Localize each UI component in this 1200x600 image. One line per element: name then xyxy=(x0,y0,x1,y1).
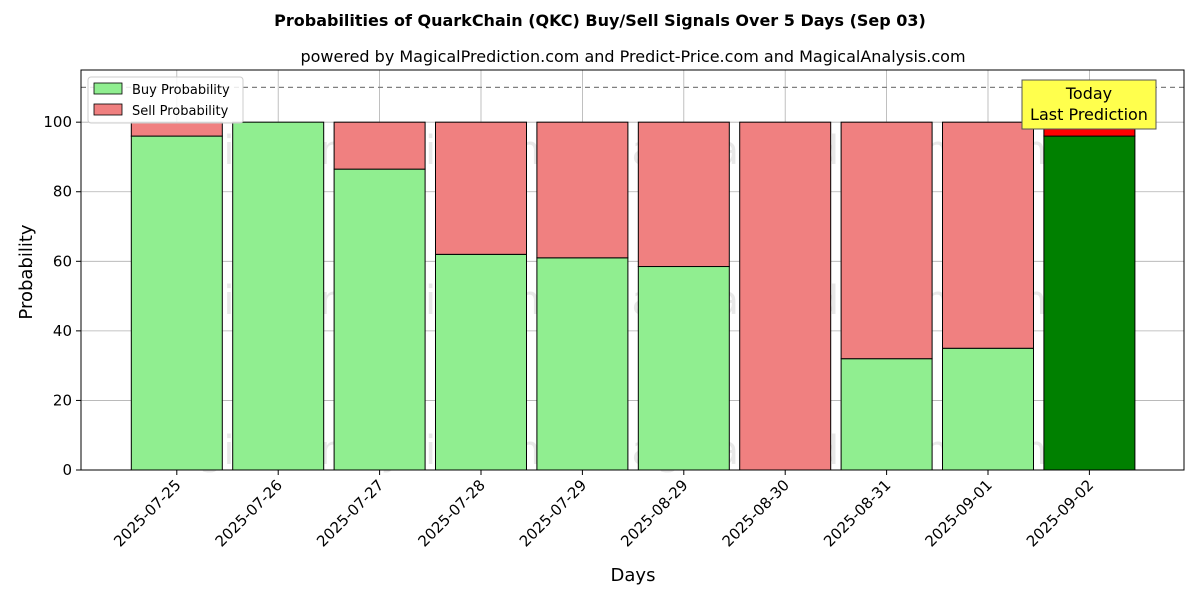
annotation-box xyxy=(1021,79,1157,130)
y-tick-label-80: 80 xyxy=(53,183,72,201)
y-tick-label-40: 40 xyxy=(53,322,72,340)
bar-sell-2025-07-29 xyxy=(536,121,629,259)
bar-sell-2025-08-31 xyxy=(840,121,933,360)
legend-swatch-buy xyxy=(93,82,123,95)
y-axis-label: Probability xyxy=(16,224,37,319)
legend-label-buy: Buy Probability xyxy=(132,83,230,98)
y-tick-label-20: 20 xyxy=(53,391,72,409)
legend-swatch-sell xyxy=(93,103,123,116)
y-tick-label-0: 0 xyxy=(62,461,72,479)
y-axis: 0 20 40 60 80 100 xyxy=(43,113,81,479)
bar-buy-2025-07-27 xyxy=(333,168,426,471)
y-tick-label-60: 60 xyxy=(53,252,72,270)
bars xyxy=(130,121,1136,471)
bar-sell-2025-09-01 xyxy=(942,121,1034,349)
bar-sell-2025-08-29 xyxy=(637,121,730,268)
today-annotation: Today Last Prediction xyxy=(1021,79,1157,130)
legend-label-sell: Sell Probability xyxy=(132,104,229,119)
bar-sell-2025-07-27 xyxy=(333,121,426,170)
chart-title: Probabilities of QuarkChain (QKC) Buy/Se… xyxy=(274,11,926,30)
bar-sell-2025-08-30 xyxy=(739,121,832,471)
annotation-today: Today xyxy=(1065,84,1112,103)
bar-buy-2025-07-26 xyxy=(232,121,325,471)
annotation-last-prediction: Last Prediction xyxy=(1030,105,1148,124)
bar-sell-2025-07-28 xyxy=(435,121,527,255)
bar-buy-2025-09-02 xyxy=(1043,135,1136,471)
legend: Buy Probability Sell Probability xyxy=(87,76,244,124)
bar-buy-2025-08-29 xyxy=(637,266,730,471)
y-tick-label-100: 100 xyxy=(43,113,72,131)
bar-buy-2025-07-28 xyxy=(435,253,527,471)
bar-buy-2025-09-01 xyxy=(942,347,1034,471)
chart-subtitle: powered by MagicalPrediction.com and Pre… xyxy=(300,47,965,66)
bar-sell-2025-07-25 xyxy=(130,121,223,137)
x-axis-label: Days xyxy=(611,565,656,586)
bar-buy-2025-07-25 xyxy=(130,135,223,471)
legend-box xyxy=(87,76,244,124)
plot-frame xyxy=(80,69,1185,471)
bar-buy-2025-08-31 xyxy=(840,358,933,471)
bar-buy-2025-07-29 xyxy=(536,257,629,471)
